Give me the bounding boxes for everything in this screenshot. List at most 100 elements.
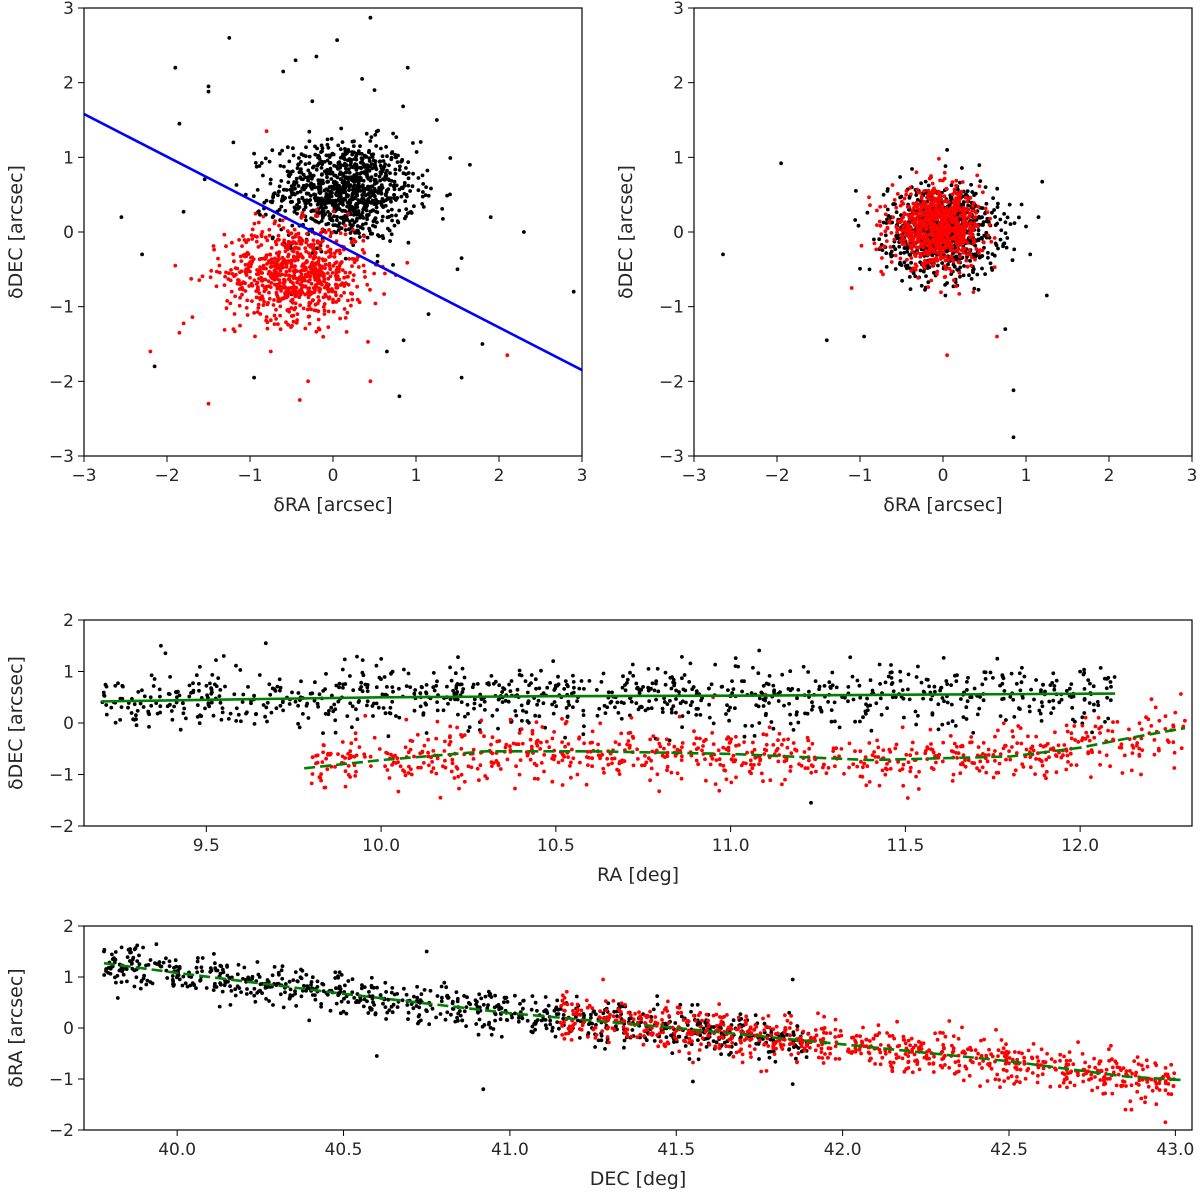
data-point: [891, 689, 896, 694]
data-point: [254, 164, 259, 169]
data-point: [842, 771, 846, 776]
data-point: [250, 283, 255, 288]
data-point: [729, 780, 734, 785]
data-point: [285, 145, 290, 150]
data-point: [764, 711, 768, 716]
data-point: [321, 239, 325, 243]
data-point: [305, 200, 310, 205]
data-point: [324, 281, 329, 286]
data-point: [320, 161, 324, 166]
data-point: [395, 219, 400, 224]
data-point: [1130, 751, 1135, 755]
data-point: [173, 263, 178, 268]
data-point: [902, 715, 906, 720]
data-point: [909, 233, 914, 238]
data-point: [313, 284, 318, 288]
data-point: [875, 738, 879, 743]
data-point: [929, 278, 934, 283]
data-point: [279, 179, 284, 183]
data-point: [290, 223, 295, 228]
data-point: [389, 232, 394, 237]
data-point: [483, 774, 488, 778]
data-point: [817, 684, 822, 689]
data-point: [290, 192, 294, 197]
data-point: [104, 703, 109, 707]
data-point: [875, 208, 879, 213]
data-point: [327, 709, 331, 713]
data-point: [142, 694, 147, 699]
data-point: [952, 216, 956, 221]
data-point: [579, 679, 584, 683]
data-point: [1043, 689, 1047, 694]
data-point: [931, 196, 936, 200]
data-point: [949, 269, 954, 274]
data-point: [500, 690, 504, 694]
data-point: [606, 690, 611, 695]
data-point: [367, 226, 371, 231]
data-point: [945, 232, 950, 237]
data-point: [874, 701, 879, 706]
data-point: [672, 683, 676, 688]
data-point: [379, 146, 383, 151]
data-point: [972, 201, 976, 205]
data-point: [832, 700, 837, 705]
data-point: [301, 262, 306, 267]
data-point: [1036, 215, 1041, 220]
data-point: [771, 683, 776, 688]
data-point: [358, 144, 362, 149]
data-point: [276, 233, 281, 238]
data-point: [374, 205, 379, 210]
data-point: [975, 173, 980, 178]
data-point: [909, 243, 914, 248]
data-point: [336, 699, 341, 704]
data-point: [572, 685, 576, 690]
data-point: [892, 237, 897, 242]
data-point: [356, 149, 361, 154]
data-point: [951, 200, 956, 205]
data-point: [365, 213, 369, 217]
data-point: [284, 269, 289, 274]
data-point: [590, 764, 594, 769]
data-point: [214, 269, 219, 274]
data-point: [314, 207, 319, 212]
data-point: [962, 231, 966, 236]
data-point: [252, 151, 256, 156]
data-point: [648, 778, 652, 783]
data-point: [218, 688, 223, 692]
data-point: [412, 754, 416, 759]
data-point: [655, 772, 660, 777]
data-point: [396, 789, 401, 794]
data-point: [584, 782, 589, 787]
data-point: [321, 274, 326, 279]
y-tick-label: 2: [63, 74, 74, 94]
data-point: [961, 236, 966, 241]
data-point: [319, 150, 323, 155]
data-point: [727, 718, 731, 723]
data-point: [577, 686, 582, 691]
data-point: [411, 141, 415, 145]
data-point: [958, 213, 963, 217]
data-point: [290, 323, 294, 328]
data-point: [387, 228, 392, 233]
data-point: [694, 707, 699, 711]
data-point: [650, 681, 655, 686]
data-point: [293, 301, 298, 306]
data-point: [355, 205, 360, 210]
data-point: [321, 295, 326, 300]
data-point: [833, 764, 837, 769]
data-point: [987, 222, 992, 227]
data-point: [1110, 729, 1115, 734]
data-point: [560, 758, 565, 763]
data-point: [908, 287, 913, 291]
data-point: [581, 732, 586, 737]
data-point: [570, 691, 574, 696]
plot-area: [721, 148, 1049, 440]
data-point: [662, 700, 667, 704]
data-point: [519, 727, 524, 731]
data-point: [652, 688, 657, 693]
data-point: [247, 284, 252, 288]
data-point: [830, 670, 835, 675]
data-point: [337, 221, 342, 226]
data-point: [352, 213, 356, 217]
data-point: [379, 657, 384, 661]
